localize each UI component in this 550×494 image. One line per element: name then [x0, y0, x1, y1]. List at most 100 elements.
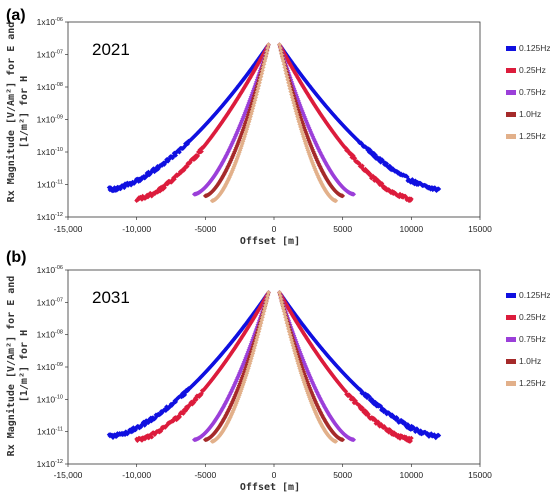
x-tick-label: -5000	[194, 470, 216, 480]
data-point	[278, 296, 284, 302]
data-point	[230, 154, 235, 160]
data-point	[106, 185, 112, 190]
legend: 0.125Hz 0.25Hz 0.75Hz 1.0Hz 1.25Hz	[506, 290, 550, 388]
data-point	[170, 176, 176, 182]
data-point	[298, 351, 304, 357]
series-layer	[106, 42, 442, 204]
data-point	[436, 433, 442, 438]
data-point	[340, 437, 346, 443]
data-point	[242, 123, 247, 129]
data-point	[280, 55, 285, 61]
data-point	[307, 154, 313, 160]
data-point	[277, 45, 283, 51]
data-point	[209, 438, 215, 444]
data-point	[260, 68, 265, 73]
data-point	[242, 357, 248, 363]
data-point	[255, 332, 261, 337]
legend-label: 1.0Hz	[519, 356, 541, 366]
data-point	[230, 399, 235, 405]
data-point	[229, 156, 235, 162]
data-point	[263, 52, 269, 58]
data-point	[242, 121, 248, 126]
data-point	[436, 186, 442, 192]
data-point	[299, 373, 305, 379]
data-point	[286, 80, 291, 86]
data-point	[232, 135, 237, 141]
data-point	[239, 386, 244, 392]
panel-a: (a) 2021 Offset [m] Rx Magnitude [V/Am²]…	[5, 7, 550, 247]
legend-label: 0.25Hz	[519, 65, 546, 75]
data-point	[236, 125, 242, 131]
data-point	[292, 90, 298, 96]
series-1.25Hz	[209, 42, 339, 204]
data-point	[400, 419, 406, 425]
data-point	[283, 71, 289, 77]
data-point	[172, 174, 178, 180]
data-point	[307, 395, 312, 400]
legend-swatch	[506, 381, 516, 386]
data-point	[292, 88, 298, 93]
data-point	[303, 129, 309, 135]
data-point	[260, 314, 265, 320]
data-point	[258, 74, 264, 80]
data-point	[121, 185, 127, 191]
data-point	[363, 391, 368, 397]
data-point	[230, 397, 236, 403]
legend-label: 0.125Hz	[519, 43, 550, 53]
data-point	[153, 189, 158, 195]
data-point	[235, 127, 241, 133]
data-point	[164, 157, 169, 162]
legend-label: 0.75Hz	[519, 87, 546, 97]
legend-swatch	[506, 293, 516, 298]
data-point	[250, 351, 256, 356]
data-point	[428, 431, 434, 437]
panel-b: (b) 2031 Offset [m] Rx Magnitude [V/Am²]…	[5, 249, 550, 493]
data-point	[235, 373, 241, 379]
data-point	[243, 373, 249, 379]
data-point	[359, 163, 365, 169]
data-point	[280, 302, 285, 308]
x-tick-label: -15,000	[54, 470, 83, 480]
data-point	[249, 108, 255, 114]
data-point	[237, 381, 243, 387]
series-0.75Hz	[191, 42, 357, 197]
data-point	[236, 372, 242, 377]
data-point	[283, 314, 288, 320]
data-point	[288, 89, 294, 94]
data-point	[191, 191, 197, 197]
data-point	[256, 83, 262, 89]
data-point	[344, 147, 350, 153]
data-point	[375, 178, 381, 183]
data-point	[115, 184, 120, 190]
data-point	[238, 388, 244, 394]
data-point	[306, 383, 312, 388]
x-tick-label: -10,000	[122, 470, 151, 480]
data-point	[234, 156, 240, 162]
series-0.125Hz	[106, 42, 442, 194]
data-point	[254, 89, 260, 94]
year-annotation: 2021	[92, 40, 130, 59]
data-point	[115, 431, 120, 436]
data-point	[277, 42, 282, 48]
data-point	[236, 139, 241, 145]
data-point	[146, 169, 151, 175]
y-tick-label: 1x10-12	[37, 459, 63, 469]
legend-swatch	[506, 134, 516, 139]
data-point	[262, 58, 268, 64]
data-point	[266, 290, 271, 296]
data-point	[333, 438, 339, 444]
data-point	[351, 191, 357, 197]
data-point	[174, 417, 179, 423]
legend-label: 0.75Hz	[519, 334, 546, 344]
data-point	[300, 131, 306, 137]
data-point	[230, 408, 236, 414]
data-point	[156, 187, 161, 193]
data-point	[299, 353, 304, 359]
data-point	[157, 188, 163, 194]
y-axis-ticks: 1x10-06 1x10-07 1x10-08 1x10-09 1x10-10 1x10-…	[37, 17, 68, 222]
data-point	[107, 187, 113, 193]
data-point	[188, 157, 194, 163]
data-point	[251, 95, 256, 101]
data-point	[149, 193, 155, 199]
